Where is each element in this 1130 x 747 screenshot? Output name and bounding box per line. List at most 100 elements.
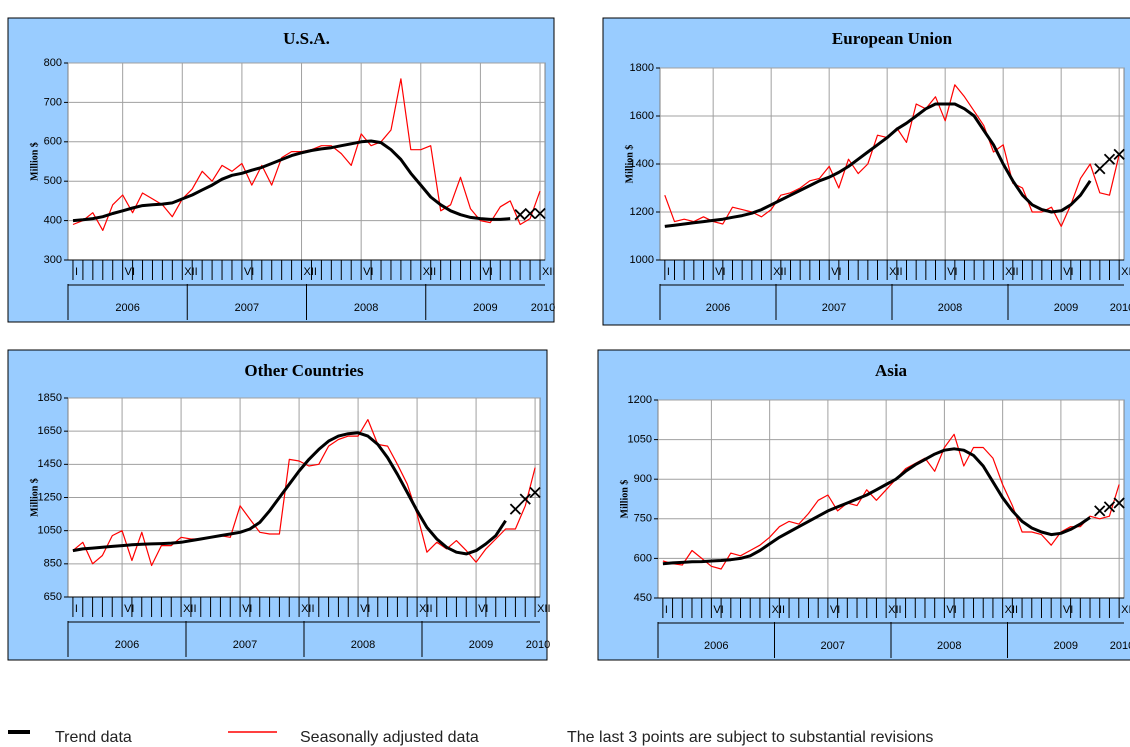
y-tick-label: 450 [634,592,652,604]
x-tick-label: VI [713,604,723,616]
year-label: 2006 [115,302,139,314]
x-tick-label: VI [830,604,840,616]
y-tick-label: 600 [634,552,652,564]
y-tick-label: 300 [44,254,62,266]
y-tick-label: 1600 [630,110,654,122]
x-tick-label: XII [1121,604,1130,616]
y-axis-label: Million $ [624,145,635,184]
trend-line [662,447,1091,566]
year-label: 2010 [531,302,555,314]
revision-marker [529,486,541,499]
chart-title: Asia [875,361,908,380]
revision-marker [1103,153,1116,165]
y-tick-label: 850 [44,558,62,570]
y-tick-label: 500 [44,175,62,187]
x-tick-label: XII [889,266,902,278]
x-tick-label: XII [304,266,317,278]
y-tick-label: 1850 [38,392,62,404]
x-tick-label: XII [184,266,197,278]
y-tick-label: 1000 [630,254,654,266]
x-tick-label: XII [183,603,196,615]
chart-title: U.S.A. [283,29,330,48]
revision-marker [1113,148,1125,161]
revision-marker [524,207,536,220]
x-tick-label: XII [1005,266,1018,278]
x-tick-label: XII [419,603,432,615]
y-tick-label: 1050 [628,434,652,446]
year-label: 2006 [704,640,728,652]
year-label: 2008 [937,640,961,652]
y-tick-label: 1250 [38,491,62,503]
x-tick-label: XII [301,603,314,615]
y-tick-label: 650 [44,591,62,603]
year-label: 2009 [1054,302,1078,314]
x-tick-label: VI [1063,266,1073,278]
year-label: 2007 [822,302,846,314]
x-tick-label: VI [482,266,492,278]
x-tick-label: VI [478,603,488,615]
y-tick-label: 1200 [630,206,654,218]
x-tick-label: XII [888,604,901,616]
year-label: 2009 [473,302,497,314]
legend-label: The last 3 points are subject to substan… [567,729,933,746]
x-tick-label: VI [363,266,373,278]
year-label: 2007 [233,639,257,651]
seasonal-line [662,433,1120,570]
x-tick-label: I [667,266,670,278]
trend-line [72,431,507,556]
y-tick-label: 1200 [628,394,652,406]
y-axis-label: Million $ [29,142,40,181]
year-label: 2010 [1110,640,1130,652]
x-tick-label: XII [773,266,786,278]
year-label: 2009 [1054,640,1078,652]
x-tick-label: XII [772,604,785,616]
revision-marker [514,209,526,221]
year-label: 2008 [938,302,962,314]
y-tick-label: 1400 [630,158,654,170]
x-tick-label: VI [244,266,254,278]
revision-marker [1113,497,1125,509]
x-tick-label: XII [1005,604,1018,616]
y-tick-label: 1450 [38,458,62,470]
legend-label: Trend data [55,729,132,746]
x-tick-label: VI [1063,604,1073,616]
y-tick-label: 800 [44,57,62,69]
year-label: 2010 [526,639,550,651]
x-tick-label: VI [124,603,134,615]
x-tick-label: I [75,603,78,615]
plot-area [657,399,1125,599]
y-tick-label: 900 [634,473,652,485]
y-tick-label: 1050 [38,525,62,537]
y-tick-label: 700 [44,96,62,108]
year-label: 2008 [354,302,378,314]
year-label: 2007 [235,302,259,314]
year-label: 2009 [469,639,493,651]
chart-title: Other Countries [244,361,364,380]
revision-marker [534,207,546,220]
trend-line [72,139,511,223]
y-axis-label: Million $ [619,480,630,519]
y-tick-label: 750 [634,513,652,525]
x-tick-label: VI [946,604,956,616]
x-tick-label: XII [542,266,555,278]
year-label: 2010 [1110,302,1130,314]
plot-area [67,62,546,261]
legend-label: Seasonally adjusted data [300,729,479,746]
trend-line [664,102,1092,228]
x-tick-label: XII [1121,266,1130,278]
revision-marker [519,493,531,505]
x-tick-label: VI [360,603,370,615]
y-tick-label: 1800 [630,62,654,74]
year-label: 2006 [706,302,730,314]
y-tick-label: 600 [44,136,62,148]
year-label: 2006 [115,639,139,651]
chart-title: European Union [832,29,953,48]
revision-marker [1094,505,1106,517]
x-tick-label: VI [831,266,841,278]
y-tick-label: 1650 [38,425,62,437]
x-tick-label: XII [423,266,436,278]
x-tick-label: I [75,266,78,278]
revision-marker [1103,501,1116,513]
year-label: 2007 [821,640,845,652]
